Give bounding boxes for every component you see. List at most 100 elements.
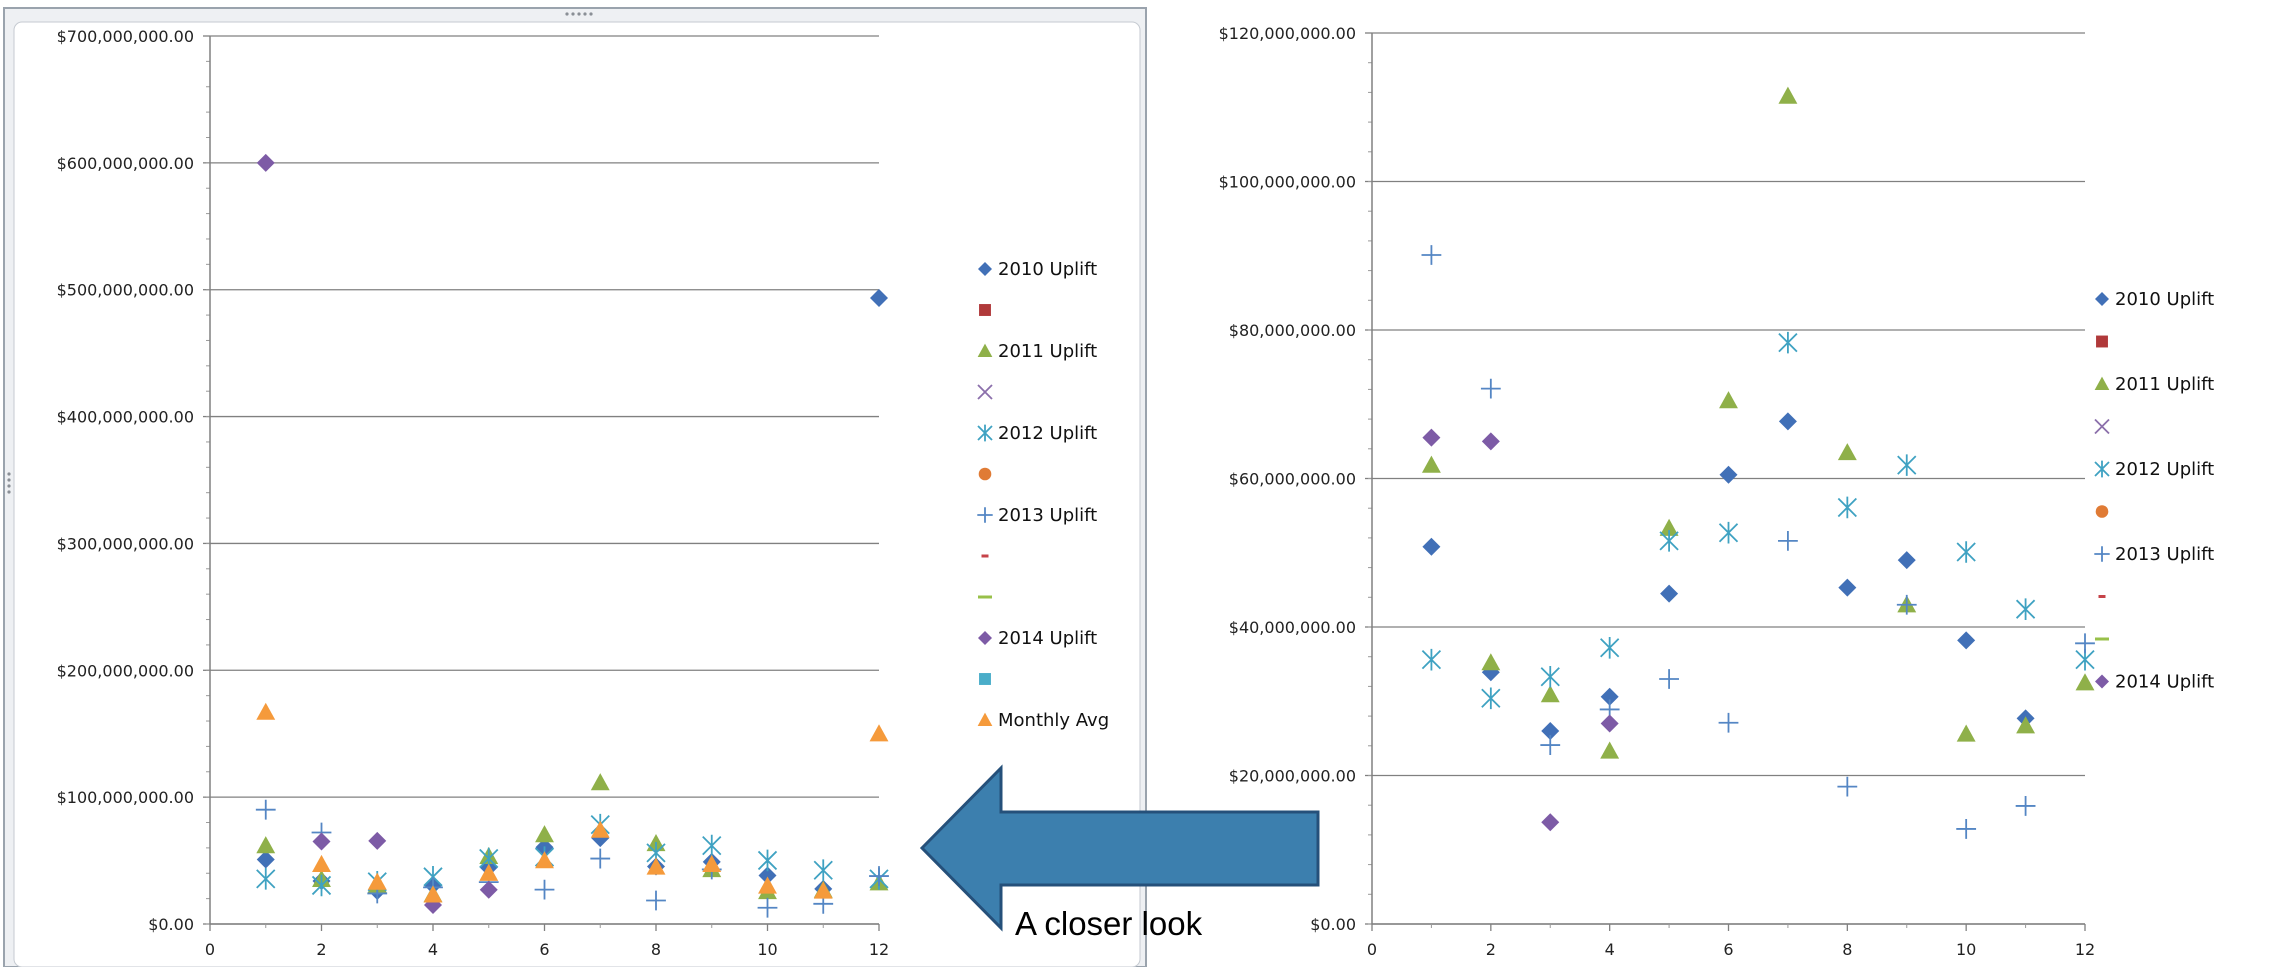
data-point [1659, 518, 1679, 536]
y-tick-label: $40,000,000.00 [1229, 618, 1356, 637]
scatter-chart-full: $0.00 $100,000,000.00 $200,000,000.00 $300,… [57, 27, 1110, 959]
y-tick-label: $600,000,000.00 [57, 154, 194, 173]
data-point [870, 288, 888, 307]
legend-label: 2010 Uplift [2115, 289, 2214, 310]
data-point [1422, 428, 1441, 447]
data-point [590, 848, 611, 869]
data-point [2015, 796, 2036, 816]
data-point [423, 885, 443, 903]
resize-handle-left[interactable] [7, 472, 11, 494]
data-point [1957, 631, 1976, 650]
legend-marker [979, 304, 991, 316]
resize-handle-top[interactable] [565, 12, 593, 16]
legend-marker [977, 424, 993, 442]
legend-marker [2095, 292, 2109, 306]
data-point [1718, 521, 1739, 544]
data-point [1956, 541, 1976, 563]
data-point [2015, 598, 2036, 620]
legend-marker [981, 554, 989, 558]
data-point [1896, 594, 1917, 615]
data-point [256, 702, 276, 720]
series-2012-uplift [1421, 331, 2095, 710]
data-point [702, 834, 722, 857]
data-point [758, 866, 777, 885]
data-point [1600, 636, 1620, 659]
x-tick-label: 10 [757, 940, 777, 959]
data-point [1719, 465, 1738, 484]
data-point [813, 859, 833, 882]
data-point [2075, 673, 2095, 691]
legend-marker [2094, 418, 2110, 435]
y-tick-label: $700,000,000.00 [57, 27, 194, 46]
data-point [1421, 648, 1442, 671]
left-arrow-shape[interactable] [919, 764, 1320, 932]
data-point [312, 854, 331, 873]
data-point [1837, 496, 1857, 519]
series-2013-uplift [1421, 245, 2095, 839]
x-tick-label: 0 [1367, 940, 1377, 959]
y-tick-label: $300,000,000.00 [57, 534, 194, 553]
series-2014-uplift [1422, 428, 1619, 832]
y-tick-label: $100,000,000.00 [57, 788, 194, 807]
y-tick-label: $500,000,000.00 [57, 281, 194, 300]
data-point [535, 851, 554, 869]
legend-marker [977, 384, 993, 400]
data-point [1540, 685, 1560, 703]
data-point [255, 799, 276, 820]
legend-marker [979, 673, 991, 685]
data-point [757, 897, 778, 918]
data-point [1481, 687, 1501, 710]
data-point [1837, 776, 1858, 797]
data-point [1540, 665, 1560, 688]
data-point [1421, 455, 1441, 473]
data-point [256, 836, 276, 854]
data-point [757, 849, 778, 872]
series-2012-uplift [256, 813, 889, 897]
legend-marker [978, 262, 992, 276]
legend: 2010 Uplift 2011 Uplift 2012 Uplift 2013 Up… [2094, 289, 2214, 693]
legend-marker [977, 712, 993, 726]
x-tick-label: 8 [1842, 940, 1852, 959]
legend-marker [2094, 460, 2110, 478]
chart-area[interactable] [13, 21, 1141, 967]
data-point [758, 876, 777, 894]
legend-marker [977, 507, 993, 523]
legend-marker [978, 631, 992, 645]
data-point [646, 857, 666, 875]
legend-marker [2094, 376, 2110, 390]
x-tick-label: 4 [1605, 940, 1615, 959]
y-tick-label: $100,000,000.00 [1219, 173, 1356, 192]
data-point [1541, 813, 1560, 832]
data-point [312, 832, 331, 851]
y-tick-label: $80,000,000.00 [1229, 321, 1356, 340]
data-point [1659, 530, 1679, 552]
legend-label: 2012 Uplift [2115, 459, 2214, 480]
series-2014-uplift [256, 153, 498, 914]
data-point [1540, 735, 1561, 755]
data-point [1956, 819, 1977, 839]
data-point [1897, 551, 1916, 570]
data-point [869, 724, 889, 742]
legend-label: 2013 Uplift [998, 505, 1097, 526]
data-point [1956, 724, 1976, 742]
legend-marker [2095, 674, 2109, 689]
data-point [1778, 530, 1798, 551]
legend-label: 2010 Uplift [998, 259, 1097, 280]
scatter-chart-zoomed: $0.00 $20,000,000.00 $40,000,000.00 $60,000… [1219, 24, 2215, 959]
data-point [1659, 669, 1679, 689]
x-tick-label: 6 [539, 940, 549, 959]
data-point [256, 868, 276, 890]
y-tick-label: $20,000,000.00 [1229, 767, 1356, 786]
data-point [590, 820, 610, 838]
data-point [646, 890, 666, 911]
data-point [1778, 86, 1798, 104]
data-point [1778, 412, 1797, 431]
series-2010-uplift [1422, 412, 2035, 740]
data-point [2075, 633, 2095, 654]
legend: 2010 Uplift 2011 Uplift 2012 Uplift 2013 Up… [977, 259, 1109, 731]
data-point [1600, 741, 1620, 759]
legend-label: 2011 Uplift [2115, 374, 2214, 395]
data-point [1838, 578, 1857, 597]
legend-marker [2094, 546, 2110, 562]
data-point [534, 879, 555, 900]
